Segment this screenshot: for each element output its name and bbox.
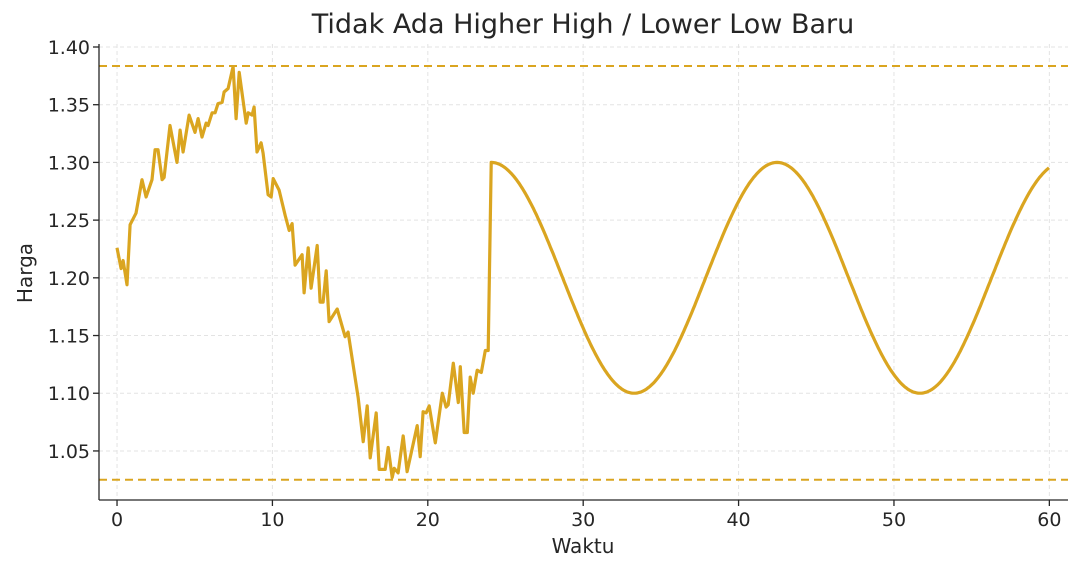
x-tick-label: 60 xyxy=(1037,509,1061,531)
y-tick-label: 1.20 xyxy=(48,268,90,290)
y-tick-label: 1.25 xyxy=(48,210,90,232)
y-axis-label: Harga xyxy=(13,243,37,303)
y-tick-label: 1.05 xyxy=(48,441,90,463)
y-tick-label: 1.15 xyxy=(48,326,90,348)
x-tick-label: 40 xyxy=(726,509,750,531)
x-tick-label: 30 xyxy=(571,509,595,531)
y-tick-label: 1.10 xyxy=(48,383,90,405)
x-axis-label: Waktu xyxy=(552,534,615,558)
y-tick-label: 1.40 xyxy=(48,37,90,59)
grid xyxy=(99,44,1068,500)
x-tick-label: 20 xyxy=(416,509,440,531)
reference-lines xyxy=(99,65,1068,481)
y-tick-label: 1.35 xyxy=(48,95,90,117)
x-tick-label: 50 xyxy=(882,509,906,531)
price-line xyxy=(115,65,1051,480)
y-axis-ticks: 1.05 1.10 1.15 1.20 1.25 1.30 1.35 1.40 xyxy=(48,37,99,463)
x-axis-ticks: 0 10 20 30 40 50 60 xyxy=(111,500,1061,531)
chart-title: Tidak Ada Higher High / Lower Low Baru xyxy=(311,9,855,40)
y-tick-label: 1.30 xyxy=(48,152,90,174)
x-tick-label: 0 xyxy=(111,509,123,531)
x-tick-label: 10 xyxy=(260,509,284,531)
